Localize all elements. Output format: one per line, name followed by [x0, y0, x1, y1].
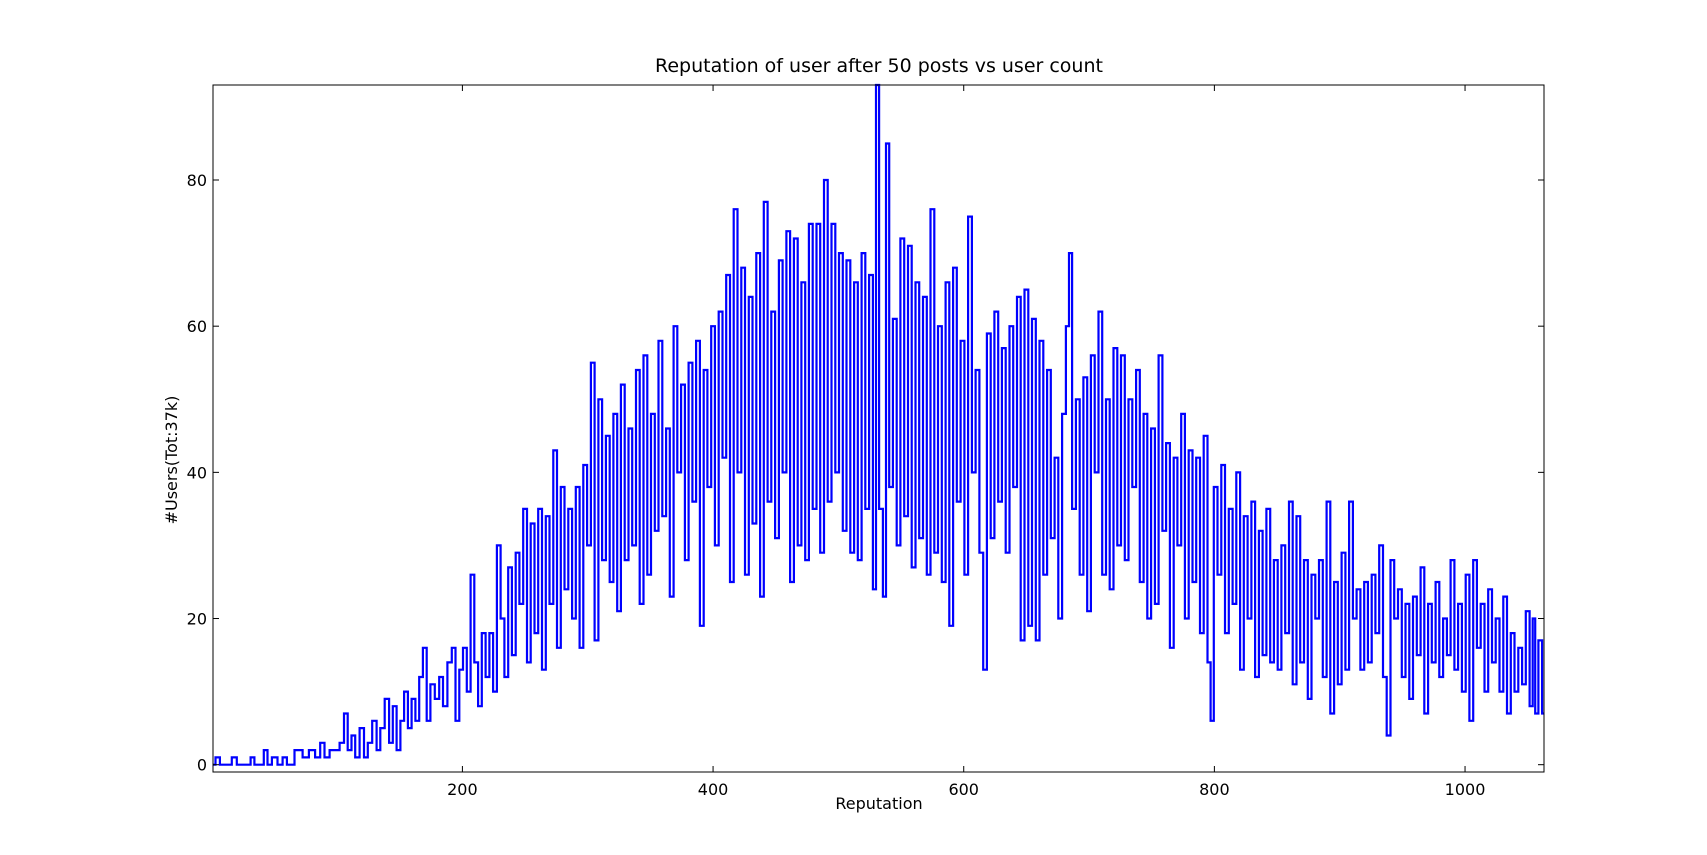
plot-area [212, 83, 1545, 773]
x-axis-label: Reputation [835, 794, 922, 813]
y-axis-label: #Users(Tot:37k) [162, 396, 181, 525]
x-tick-label: 1000 [1445, 780, 1486, 799]
x-axis: 200 400 600 800 1000 [447, 85, 1485, 799]
x-tick-label: 600 [948, 780, 979, 799]
series-line [213, 83, 1544, 766]
plot-frame [212, 84, 1545, 773]
y-axis: 0 20 40 60 80 [187, 171, 1544, 775]
y-tick-label: 80 [187, 171, 207, 190]
x-tick-label: 400 [698, 780, 729, 799]
chart-title: Reputation of user after 50 posts vs use… [655, 55, 1103, 77]
x-tick-label: 200 [447, 780, 478, 799]
y-tick-label: 0 [197, 756, 207, 775]
y-tick-label: 40 [187, 463, 207, 482]
y-tick-label: 60 [187, 317, 207, 336]
y-tick-label: 20 [187, 610, 207, 629]
x-tick-label: 800 [1199, 780, 1230, 799]
